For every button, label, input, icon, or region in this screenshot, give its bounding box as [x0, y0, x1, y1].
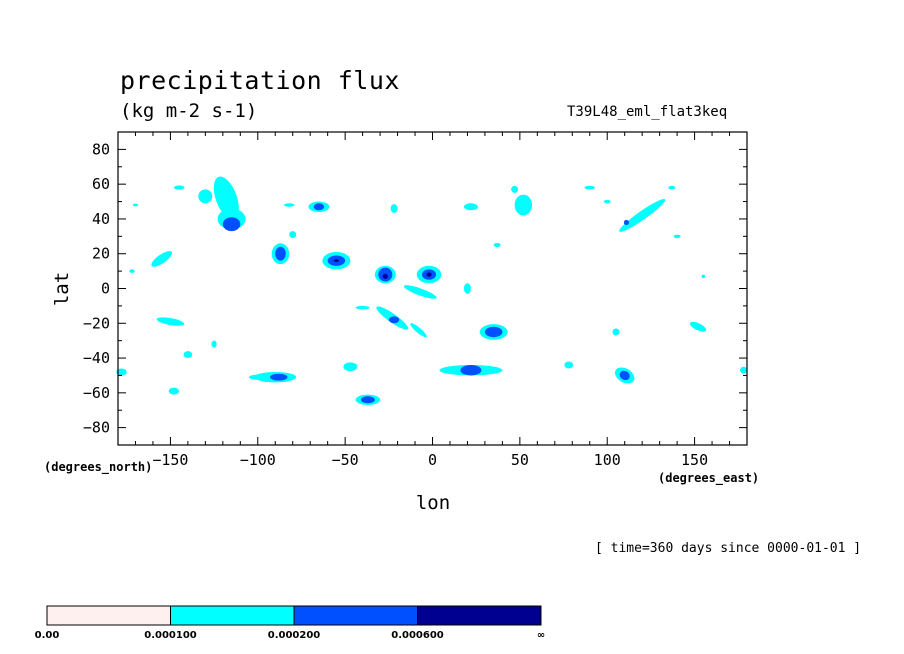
- chart-units: (kg m-2 s-1): [120, 100, 258, 122]
- contour-region-29: [270, 373, 288, 381]
- x-axis-title: lon: [416, 492, 450, 514]
- contour-region-40: [211, 340, 217, 348]
- contour-region-34: [514, 194, 533, 216]
- contour-fills: [116, 176, 747, 406]
- contour-region-36: [619, 199, 666, 232]
- x-tick-label-3: 0: [428, 451, 437, 469]
- contour-region-16: [382, 273, 388, 279]
- colorbar-swatch-0: [46, 605, 171, 626]
- colorbar-label-0: 0.00: [35, 630, 60, 641]
- y-tick-label-4: 0: [101, 280, 110, 298]
- contour-region-55: [701, 274, 706, 279]
- contour-region-50: [463, 283, 471, 294]
- y-tick-label-1: 60: [92, 175, 110, 193]
- contour-region-3: [198, 189, 213, 204]
- contour-region-56: [673, 234, 681, 239]
- contour-region-49: [493, 242, 501, 248]
- colorbar-swatch-2: [293, 605, 418, 626]
- contour-region-44: [463, 203, 478, 211]
- time-annotation: [ time=360 days since 0000-01-01 ]: [595, 541, 862, 556]
- x-tick-label-4: 50: [511, 451, 529, 469]
- contour-region-39: [183, 351, 193, 359]
- colorbar: 0.00 0.000100 0.000200 0.000600 ∞: [35, 605, 545, 641]
- y-tick-label-6: −40: [83, 349, 110, 367]
- y-tick-label-3: 20: [92, 245, 110, 263]
- contour-region-43: [343, 362, 358, 372]
- y-axis-unit: (degrees_north): [44, 460, 153, 474]
- y-tick-label-0: 80: [92, 140, 110, 158]
- y-tick-label-7: −60: [83, 384, 110, 402]
- contour-region-2: [222, 217, 241, 232]
- y-axis-title: lat: [51, 272, 73, 306]
- contour-region-46: [584, 185, 595, 190]
- y-tick-label-5: −20: [83, 314, 110, 332]
- contour-region-8: [289, 231, 297, 239]
- contour-region-4: [173, 185, 185, 190]
- contour-region-37: [623, 219, 630, 226]
- x-tick-label-0: −150: [152, 451, 188, 469]
- contour-region-48: [603, 199, 611, 204]
- x-tick-label-2: −50: [332, 451, 359, 469]
- colorbar-swatch-3: [417, 605, 542, 626]
- x-axis-unit: (degrees_east): [658, 471, 760, 485]
- contour-region-38: [156, 317, 185, 326]
- contour-region-13: [333, 259, 340, 263]
- contour-region-58: [129, 269, 135, 273]
- colorbar-swatch-1: [170, 605, 295, 626]
- contour-region-60: [249, 374, 267, 380]
- chart-title: precipitation flux: [120, 66, 400, 95]
- contour-region-51: [612, 328, 620, 336]
- contour-region-23: [410, 323, 427, 338]
- contour-region-33: [619, 370, 630, 381]
- contour-region-20: [403, 285, 437, 299]
- contour-region-52: [690, 321, 707, 332]
- contour-region-57: [283, 203, 295, 207]
- contour-region-7: [275, 246, 286, 261]
- contour-region-10: [313, 203, 325, 211]
- contour-region-45: [390, 204, 398, 213]
- contour-region-61: [355, 305, 370, 310]
- x-tick-label-6: 150: [681, 451, 708, 469]
- contour-region-54: [740, 366, 747, 374]
- colorbar-label-2: 0.000200: [268, 630, 321, 641]
- contour-region-27: [460, 365, 482, 376]
- y-tick-label-8: −80: [83, 419, 110, 437]
- contour-region-19: [426, 272, 432, 277]
- contour-region-59: [132, 203, 139, 207]
- contour-region-42: [116, 368, 127, 376]
- contour-region-41: [168, 387, 180, 395]
- contour-region-22: [388, 316, 400, 324]
- contour-region-35: [511, 185, 519, 193]
- contour-region-25: [484, 326, 503, 338]
- y-tick-label-2: 40: [92, 210, 110, 228]
- x-tick-label-1: −100: [240, 451, 276, 469]
- colorbar-label-4: ∞: [537, 630, 545, 641]
- x-tick-label-5: 100: [594, 451, 621, 469]
- contour-region-47: [668, 185, 676, 190]
- contour-region-53: [564, 361, 574, 369]
- colorbar-label-1: 0.000100: [144, 630, 197, 641]
- colorbar-label-3: 0.000600: [391, 630, 444, 641]
- experiment-id: T39L48_eml_flat3keq: [567, 104, 728, 120]
- contour-region-31: [360, 396, 375, 404]
- contour-region-5: [151, 251, 173, 267]
- axes: −150 −100 −50 0 50 100 150 80 60 40 20 0 −20 −40 −60 −8…: [83, 131, 748, 469]
- plot-area: [118, 132, 747, 445]
